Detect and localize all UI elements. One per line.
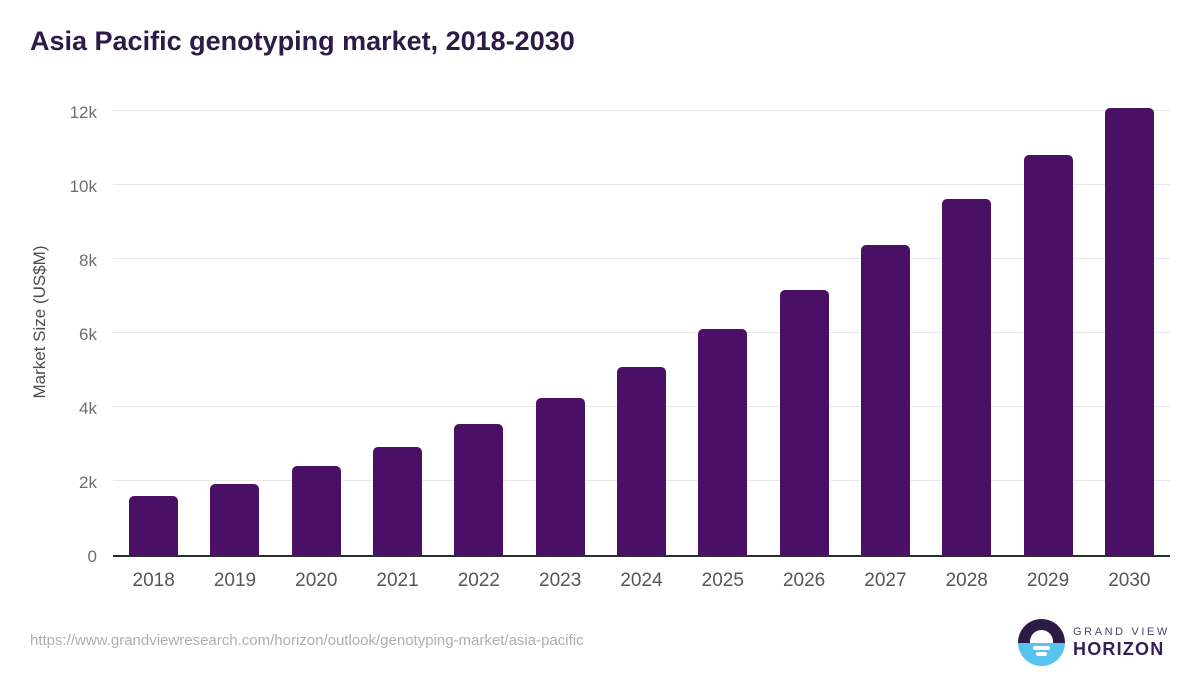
y-tick-label-2k: 2k	[79, 473, 97, 492]
gridline-6k	[113, 332, 1170, 333]
bar-2030	[1104, 108, 1154, 555]
x-tick-label-2027: 2027	[864, 570, 907, 591]
bar-2018	[129, 495, 179, 555]
x-tick-label-2019: 2019	[213, 570, 257, 591]
sunrise-horizon-icon	[1018, 619, 1065, 666]
y-tick-label-12k: 12k	[69, 103, 97, 122]
bar-2025	[698, 329, 748, 555]
logo-reflection-line	[1033, 646, 1050, 650]
y-tick-label-0: 0	[87, 547, 97, 566]
y-tick-label-4k: 4k	[79, 399, 97, 418]
bar-2021	[373, 446, 423, 555]
bar-2023	[535, 397, 585, 555]
x-tick-label-2022: 2022	[457, 570, 501, 591]
bar-2026	[779, 290, 829, 555]
x-tick-label-2029: 2029	[1026, 570, 1070, 591]
x-tick-label-2028: 2028	[945, 570, 988, 591]
x-tick-label-2025: 2025	[701, 570, 744, 591]
x-tick-label-2024: 2024	[620, 570, 663, 591]
x-tick-label-2018: 2018	[132, 570, 175, 591]
x-tick-label-2020: 2020	[295, 570, 338, 591]
x-tick-label-2030: 2030	[1108, 570, 1151, 591]
x-tick-label-2026: 2026	[782, 570, 826, 591]
logo-sun	[1030, 630, 1053, 643]
plot-area	[113, 108, 1170, 557]
y-tick-label-10k: 10k	[69, 177, 97, 196]
x-tick-label-2023: 2023	[539, 570, 582, 591]
chart-title: Asia Pacific genotyping market, 2018-203…	[30, 26, 575, 56]
x-tick-label-2021: 2021	[376, 570, 419, 591]
logo-reflection-line	[1036, 652, 1047, 656]
bar-2027	[860, 244, 910, 555]
brand-product: HORIZON	[1073, 638, 1165, 659]
bar-2024	[617, 367, 666, 555]
bar-2019	[210, 483, 260, 555]
brand-name: GRAND VIEW	[1073, 625, 1170, 638]
y-tick-label-6k: 6k	[79, 325, 97, 344]
y-tick-label-8k: 8k	[79, 251, 97, 270]
bar-2029	[1023, 155, 1073, 555]
gridline-12k	[113, 110, 1170, 111]
bar-2022	[454, 424, 504, 555]
bar-2020	[291, 466, 341, 555]
brand-logo-text: GRAND VIEW HORIZON	[1073, 626, 1170, 660]
source-url: https://www.grandviewresearch.com/horizo…	[30, 632, 584, 649]
gridline-10k	[113, 184, 1170, 185]
gridline-8k	[113, 258, 1170, 259]
bar-2028	[942, 199, 992, 555]
brand-logo: GRAND VIEW HORIZON	[1018, 619, 1170, 666]
